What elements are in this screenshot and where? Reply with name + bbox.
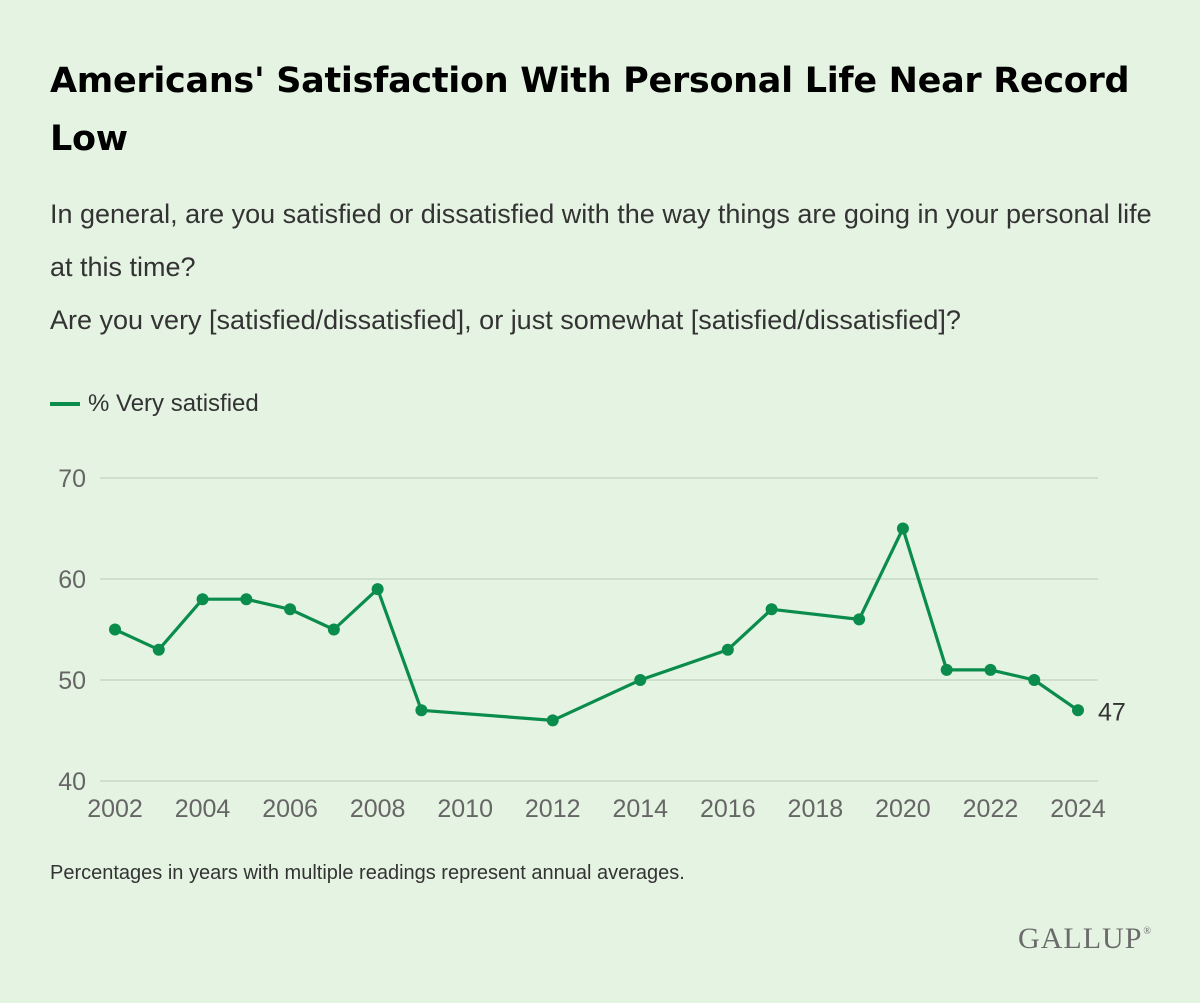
x-tick-label-2004: 2004 bbox=[175, 795, 231, 823]
registered-mark: ® bbox=[1143, 926, 1152, 937]
x-tick-label-2012: 2012 bbox=[525, 795, 581, 823]
x-axis-ticks: 2002 2004 2006 2008 2010 2012 2014 2016 2018 2020… bbox=[87, 795, 1106, 823]
x-tick-label-2022: 2022 bbox=[963, 795, 1019, 823]
data-label-2024: 47 bbox=[1098, 698, 1126, 726]
survey-question: In general, are you satisfied or dissati… bbox=[50, 188, 1170, 347]
x-tick-label-2018: 2018 bbox=[788, 795, 844, 823]
data-point-2006 bbox=[284, 603, 297, 616]
x-tick-label-2020: 2020 bbox=[875, 795, 931, 823]
x-tick-label-2002: 2002 bbox=[87, 795, 143, 823]
data-point-2019 bbox=[853, 613, 866, 626]
data-point-2022 bbox=[984, 663, 997, 676]
y-axis-ticks: 40 50 60 70 bbox=[58, 465, 86, 796]
data-point-2012 bbox=[546, 714, 559, 727]
x-tick-label-2024: 2024 bbox=[1050, 795, 1106, 823]
x-tick-label-2014: 2014 bbox=[612, 795, 668, 823]
data-point-2020 bbox=[896, 522, 909, 535]
gallup-logo: GALLUP® bbox=[1018, 922, 1152, 956]
data-point-2007 bbox=[327, 623, 340, 636]
logo-text: GALLUP bbox=[1018, 922, 1143, 955]
data-point-2005 bbox=[240, 593, 253, 606]
data-point-2023 bbox=[1028, 674, 1041, 686]
data-point-2017 bbox=[765, 603, 778, 616]
line-chart: 40 50 60 70 2002 2004 2006 2008 2010 2012 2014 201… bbox=[58, 465, 1126, 823]
data-point-2021 bbox=[940, 663, 953, 676]
data-point-2009 bbox=[415, 704, 428, 717]
data-point-2016 bbox=[721, 643, 734, 656]
x-tick-label-2008: 2008 bbox=[350, 795, 406, 823]
data-point-2004 bbox=[196, 593, 209, 606]
data-point-2002 bbox=[109, 623, 121, 636]
data-point-2014 bbox=[634, 674, 647, 686]
x-tick-label-2006: 2006 bbox=[262, 795, 318, 823]
question-line-2: Are you very [satisfied/dissatisfied], o… bbox=[50, 305, 961, 335]
legend-swatch bbox=[50, 402, 80, 406]
question-line-1: In general, are you satisfied or dissati… bbox=[50, 199, 1152, 282]
y-tick-label-60: 60 bbox=[58, 566, 86, 594]
legend-label: % Very satisfied bbox=[88, 390, 259, 417]
data-point-2008 bbox=[371, 583, 384, 596]
data-point-2024 bbox=[1072, 704, 1084, 717]
x-tick-label-2016: 2016 bbox=[700, 795, 756, 823]
footnote: Percentages in years with multiple readi… bbox=[50, 862, 685, 884]
y-tick-label-50: 50 bbox=[58, 667, 86, 695]
x-tick-label-2010: 2010 bbox=[437, 795, 493, 823]
series-line-0 bbox=[113, 526, 1080, 722]
annotations: 47 bbox=[1098, 698, 1126, 726]
gridlines bbox=[100, 477, 1098, 782]
series-group bbox=[109, 522, 1084, 727]
y-tick-label-70: 70 bbox=[58, 465, 86, 493]
chart-legend: % Very satisfied bbox=[50, 386, 259, 422]
chart-title: Americans' Satisfaction With Personal Li… bbox=[50, 61, 1130, 159]
data-point-2003 bbox=[152, 643, 165, 656]
y-tick-label-40: 40 bbox=[58, 768, 86, 796]
